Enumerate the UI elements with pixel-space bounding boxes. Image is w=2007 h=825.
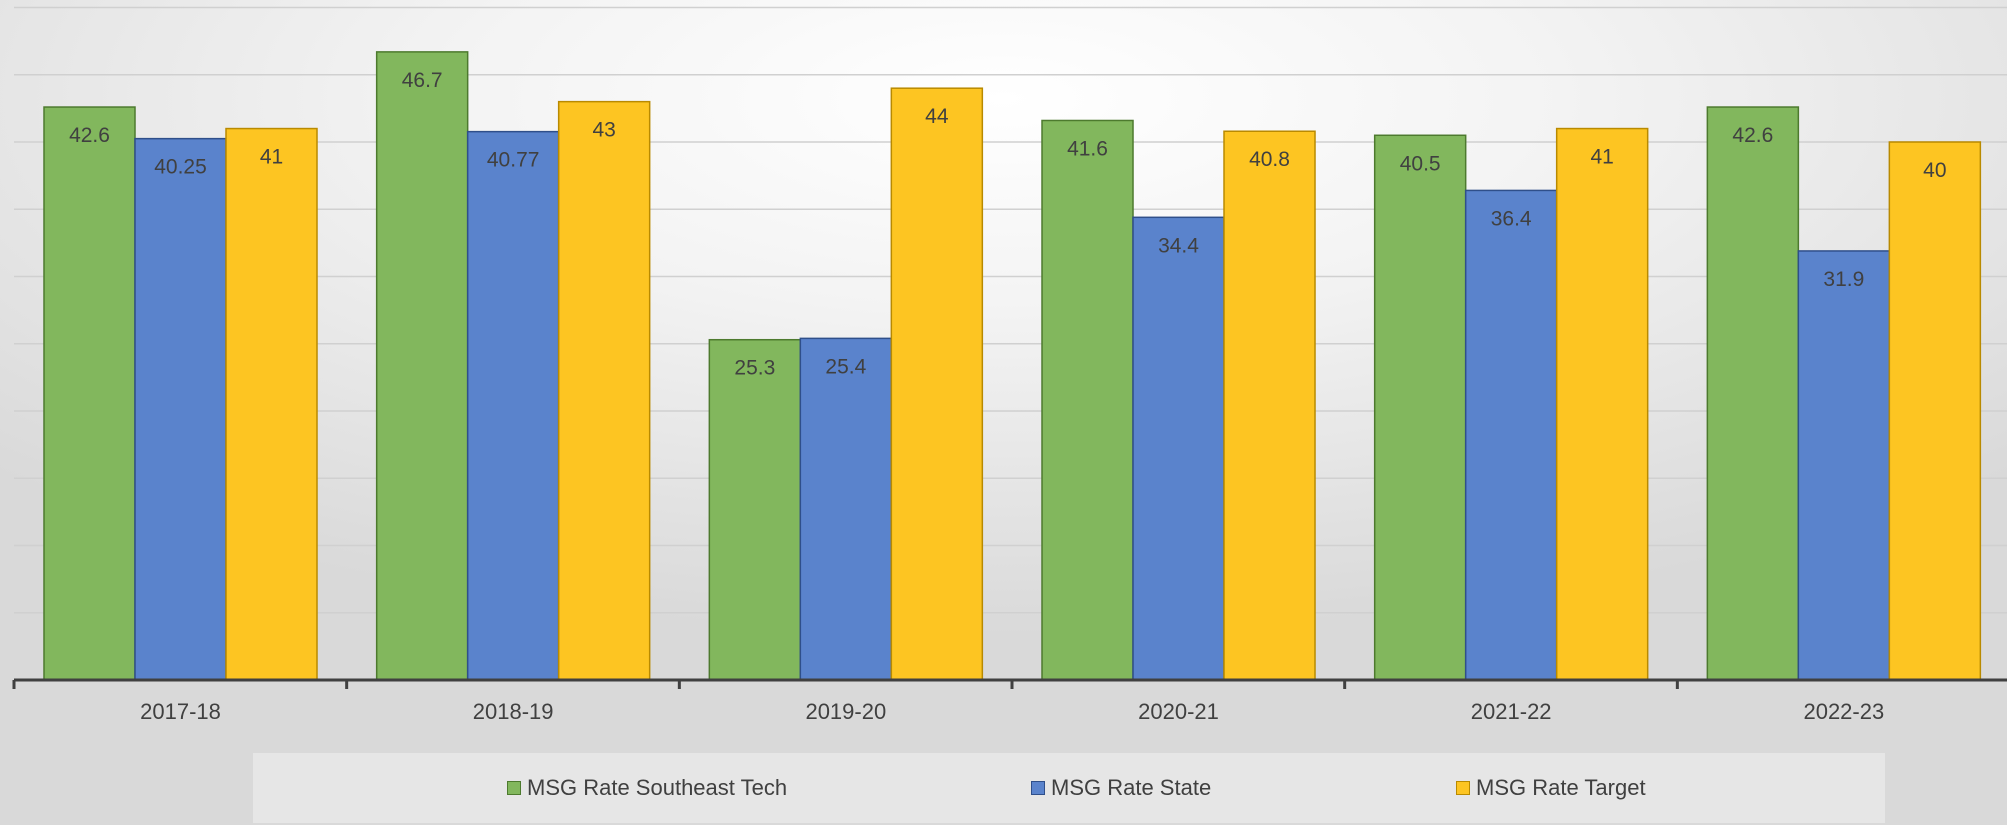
- bar: [708, 338, 802, 681]
- bar: [557, 100, 651, 681]
- bar: [1555, 127, 1649, 681]
- data-label: 40.77: [487, 149, 540, 172]
- legend-item-southeast-tech: MSG Rate Southeast Tech: [507, 753, 787, 823]
- legend-item-state: MSG Rate State: [1031, 753, 1211, 823]
- bar: [1464, 189, 1558, 681]
- bar: [1132, 216, 1225, 681]
- bar: [799, 337, 893, 681]
- data-label: 25.3: [734, 357, 775, 380]
- data-label: 34.4: [1158, 234, 1199, 257]
- data-label: 42.6: [1732, 124, 1773, 147]
- legend-item-target: MSG Rate Target: [1456, 753, 1646, 823]
- legend-label-southeast-tech: MSG Rate Southeast Tech: [527, 775, 788, 800]
- data-label: 25.4: [825, 355, 866, 378]
- data-label: 41.6: [1067, 137, 1108, 160]
- legend-swatch-state: [1031, 781, 1045, 795]
- data-label: 42.6: [69, 124, 110, 147]
- bar: [225, 127, 318, 681]
- bar: [1706, 106, 1800, 681]
- bar: [1041, 119, 1134, 681]
- bar: [1373, 134, 1467, 681]
- bar-chart-svg: 42.6 40.25 41 2017-18 46.7 40.77 43 2018-19 25.3…: [12, 6, 2007, 724]
- x-tick-label: 2020-21: [1138, 699, 1219, 724]
- legend-swatch-southeast-tech: [507, 781, 521, 795]
- bar: [890, 87, 984, 681]
- bar: [1797, 250, 1891, 681]
- data-label: 31.9: [1823, 268, 1864, 291]
- x-tick-label: 2021-22: [1471, 699, 1552, 724]
- bar: [43, 106, 136, 681]
- data-label: 43: [592, 119, 615, 142]
- x-tick-label: 2019-20: [805, 699, 886, 724]
- data-label: 40: [1923, 159, 1946, 182]
- legend: MSG Rate Southeast Tech MSG Rate State M…: [253, 753, 1885, 823]
- data-label: 40.25: [154, 156, 207, 179]
- bar: [375, 51, 469, 681]
- bar: [466, 130, 560, 681]
- data-label: 44: [925, 105, 949, 128]
- data-label: 40.5: [1400, 152, 1441, 175]
- x-tick-label: 2018-19: [473, 699, 554, 724]
- bar: [1888, 141, 1982, 681]
- legend-label-target: MSG Rate Target: [1476, 775, 1646, 800]
- data-label: 41: [260, 146, 283, 169]
- data-label: 36.4: [1491, 207, 1532, 230]
- legend-label-state: MSG Rate State: [1051, 775, 1212, 800]
- x-tick-label: 2022-23: [1803, 699, 1884, 724]
- bar: [134, 137, 227, 681]
- data-label: 40.8: [1249, 148, 1290, 171]
- bar: [1223, 130, 1316, 681]
- x-tick-label: 2017-18: [140, 699, 221, 724]
- data-label: 46.7: [402, 69, 443, 92]
- legend-swatch-target: [1456, 781, 1470, 795]
- data-label: 41: [1591, 146, 1614, 169]
